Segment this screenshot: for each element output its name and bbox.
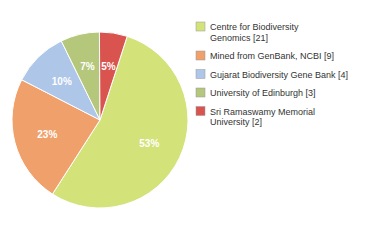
legend-label-line: University of Edinburgh [3]: [210, 88, 316, 98]
legend-swatch: [196, 107, 205, 116]
legend-label-line: Centre for Biodiversity: [210, 22, 299, 32]
legend-label: University of Edinburgh [3]: [210, 88, 316, 98]
legend-label: Mined from GenBank, NCBI [9]: [210, 51, 334, 61]
data-label: 7%: [80, 61, 95, 72]
data-label: 53%: [139, 138, 159, 149]
pie-slice: [99, 32, 127, 120]
data-label: 5%: [101, 61, 116, 72]
data-label: 10%: [52, 76, 72, 87]
legend-swatch: [196, 51, 205, 60]
legend-label-line: Mined from GenBank, NCBI [9]: [210, 51, 334, 61]
legend-swatch: [196, 70, 205, 79]
legend-swatch: [196, 22, 205, 31]
background: [0, 0, 380, 240]
legend-label: Sri Ramaswamy MemorialUniversity [2]: [210, 107, 315, 128]
legend-label-line: Gujarat Biodiversity Gene Bank [4]: [210, 70, 348, 80]
pie: [12, 32, 188, 208]
legend-label-line: Sri Ramaswamy Memorial: [210, 107, 315, 117]
legend-label-line: Genomics [21]: [210, 33, 268, 43]
legend-label: Centre for BiodiversityGenomics [21]: [210, 22, 299, 43]
data-labels: 53% 23% 10% 7% 5%: [37, 61, 159, 149]
legend: Centre for BiodiversityGenomics [21] Mine…: [196, 22, 348, 127]
legend-swatch: [196, 88, 205, 97]
data-label: 23%: [37, 129, 57, 140]
chart: 53% 23% 10% 7% 5% Centre for BiodiversityGeno…: [0, 0, 380, 240]
legend-label-line: University [2]: [210, 117, 262, 127]
legend-label: Gujarat Biodiversity Gene Bank [4]: [210, 70, 348, 80]
